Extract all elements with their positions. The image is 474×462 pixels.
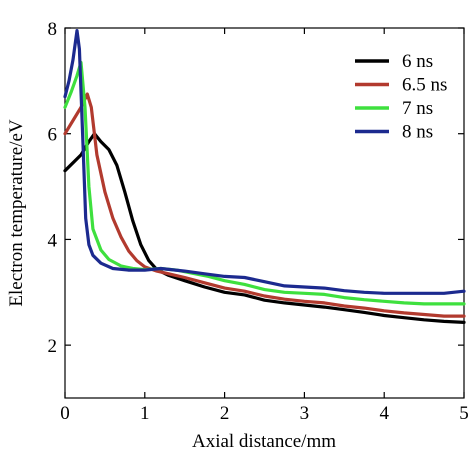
legend: 6 ns 6.5 ns7 ns 8 ns <box>355 51 447 143</box>
x-tick-label: 1 <box>140 403 150 424</box>
x-tick-label: 5 <box>459 403 469 424</box>
x-tick-label: 2 <box>220 403 230 424</box>
y-tick-label: 8 <box>48 19 58 40</box>
y-axis-title: Electron temperature/eV <box>6 119 27 307</box>
y-tick-label: 4 <box>48 230 58 251</box>
legend-label: 7 ns <box>402 98 433 119</box>
legend-label: 8 ns <box>402 122 433 143</box>
legend-label: 6.5 ns <box>402 75 447 96</box>
x-tick-label: 3 <box>300 403 310 424</box>
x-tick-label: 0 <box>60 403 70 424</box>
x-axis-title: Axial distance/mm <box>192 431 336 452</box>
legend-label: 6 ns <box>402 51 433 72</box>
y-tick-label: 6 <box>48 125 58 146</box>
x-tick-label: 4 <box>379 403 389 424</box>
y-tick-label: 2 <box>48 336 58 357</box>
